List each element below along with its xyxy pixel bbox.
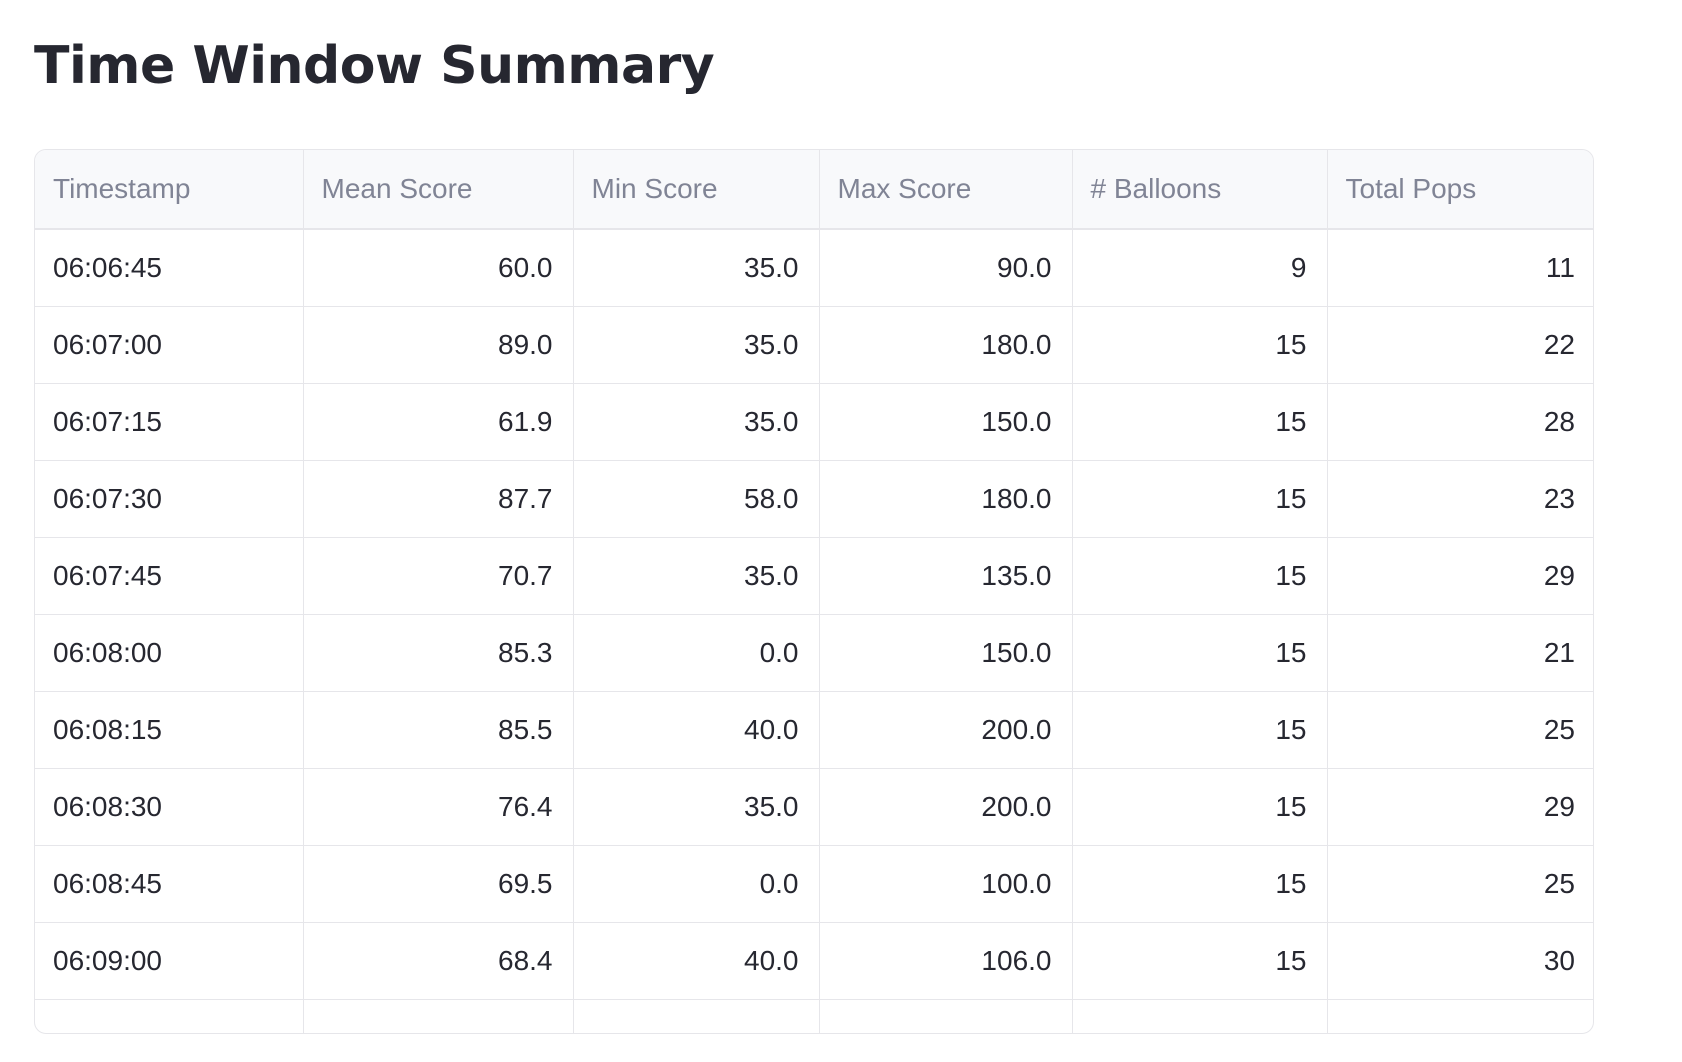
page-title: Time Window Summary bbox=[34, 36, 715, 96]
cell-max-score[interactable]: 150.0 bbox=[819, 383, 1073, 461]
cell-mean-score[interactable]: 89.0 bbox=[303, 306, 574, 384]
cell-min-score[interactable]: 40.0 bbox=[573, 691, 820, 769]
cell-empty bbox=[819, 999, 1073, 1033]
cell-timestamp[interactable]: 06:08:30 bbox=[35, 768, 304, 846]
column-header-timestamp[interactable]: Timestamp bbox=[35, 150, 304, 230]
cell-mean-score[interactable]: 85.3 bbox=[303, 614, 574, 692]
column-header-mean-score[interactable]: Mean Score bbox=[303, 150, 574, 230]
cell-mean-score[interactable]: 85.5 bbox=[303, 691, 574, 769]
cell-empty bbox=[1327, 999, 1593, 1033]
cell-min-score[interactable]: 35.0 bbox=[573, 229, 820, 307]
cell-empty bbox=[573, 999, 820, 1033]
cell-min-score[interactable]: 35.0 bbox=[573, 306, 820, 384]
cell-total-pops[interactable]: 28 bbox=[1327, 383, 1593, 461]
cell-timestamp[interactable]: 06:08:45 bbox=[35, 845, 304, 923]
cell-min-score[interactable]: 35.0 bbox=[573, 537, 820, 615]
cell-balloons[interactable]: 15 bbox=[1072, 768, 1328, 846]
cell-timestamp[interactable]: 06:07:45 bbox=[35, 537, 304, 615]
cell-balloons[interactable]: 15 bbox=[1072, 383, 1328, 461]
cell-mean-score[interactable]: 69.5 bbox=[303, 845, 574, 923]
table-row-partial bbox=[35, 999, 1593, 1033]
cell-balloons[interactable]: 15 bbox=[1072, 922, 1328, 1000]
table-row: 06:07:00 89.0 35.0 180.0 15 22 bbox=[35, 306, 1593, 384]
cell-timestamp[interactable]: 06:09:00 bbox=[35, 922, 304, 1000]
column-header-balloons[interactable]: # Balloons bbox=[1072, 150, 1328, 230]
cell-max-score[interactable]: 106.0 bbox=[819, 922, 1073, 1000]
cell-max-score[interactable]: 150.0 bbox=[819, 614, 1073, 692]
cell-empty bbox=[303, 999, 574, 1033]
cell-timestamp[interactable]: 06:07:00 bbox=[35, 306, 304, 384]
cell-min-score[interactable]: 40.0 bbox=[573, 922, 820, 1000]
cell-balloons[interactable]: 9 bbox=[1072, 229, 1328, 307]
cell-mean-score[interactable]: 68.4 bbox=[303, 922, 574, 1000]
cell-min-score[interactable]: 0.0 bbox=[573, 845, 820, 923]
cell-max-score[interactable]: 100.0 bbox=[819, 845, 1073, 923]
cell-mean-score[interactable]: 60.0 bbox=[303, 229, 574, 307]
table-row: 06:08:15 85.5 40.0 200.0 15 25 bbox=[35, 691, 1593, 769]
cell-min-score[interactable]: 35.0 bbox=[573, 383, 820, 461]
cell-balloons[interactable]: 15 bbox=[1072, 306, 1328, 384]
summary-table[interactable]: Timestamp Mean Score Min Score Max Score… bbox=[34, 149, 1594, 1034]
table-row: 06:07:45 70.7 35.0 135.0 15 29 bbox=[35, 537, 1593, 615]
column-header-min-score[interactable]: Min Score bbox=[573, 150, 820, 230]
cell-balloons[interactable]: 15 bbox=[1072, 845, 1328, 923]
cell-timestamp[interactable]: 06:07:15 bbox=[35, 383, 304, 461]
cell-min-score[interactable]: 35.0 bbox=[573, 768, 820, 846]
cell-total-pops[interactable]: 29 bbox=[1327, 537, 1593, 615]
cell-mean-score[interactable]: 76.4 bbox=[303, 768, 574, 846]
cell-mean-score[interactable]: 70.7 bbox=[303, 537, 574, 615]
cell-total-pops[interactable]: 21 bbox=[1327, 614, 1593, 692]
cell-timestamp[interactable]: 06:06:45 bbox=[35, 229, 304, 307]
table-row: 06:07:30 87.7 58.0 180.0 15 23 bbox=[35, 460, 1593, 538]
cell-balloons[interactable]: 15 bbox=[1072, 537, 1328, 615]
cell-empty bbox=[1072, 999, 1328, 1033]
cell-empty bbox=[35, 999, 304, 1033]
cell-total-pops[interactable]: 25 bbox=[1327, 845, 1593, 923]
column-header-max-score[interactable]: Max Score bbox=[819, 150, 1073, 230]
cell-total-pops[interactable]: 22 bbox=[1327, 306, 1593, 384]
cell-balloons[interactable]: 15 bbox=[1072, 691, 1328, 769]
table-row: 06:06:45 60.0 35.0 90.0 9 11 bbox=[35, 229, 1593, 307]
cell-max-score[interactable]: 90.0 bbox=[819, 229, 1073, 307]
cell-min-score[interactable]: 58.0 bbox=[573, 460, 820, 538]
table-row: 06:08:45 69.5 0.0 100.0 15 25 bbox=[35, 845, 1593, 923]
table-row: 06:08:30 76.4 35.0 200.0 15 29 bbox=[35, 768, 1593, 846]
cell-max-score[interactable]: 135.0 bbox=[819, 537, 1073, 615]
cell-timestamp[interactable]: 06:08:15 bbox=[35, 691, 304, 769]
data-grid: Timestamp Mean Score Min Score Max Score… bbox=[35, 150, 1593, 1033]
cell-balloons[interactable]: 15 bbox=[1072, 460, 1328, 538]
table-row: 06:09:00 68.4 40.0 106.0 15 30 bbox=[35, 922, 1593, 1000]
cell-timestamp[interactable]: 06:07:30 bbox=[35, 460, 304, 538]
cell-mean-score[interactable]: 61.9 bbox=[303, 383, 574, 461]
cell-timestamp[interactable]: 06:08:00 bbox=[35, 614, 304, 692]
cell-max-score[interactable]: 180.0 bbox=[819, 460, 1073, 538]
cell-total-pops[interactable]: 11 bbox=[1327, 229, 1593, 307]
cell-min-score[interactable]: 0.0 bbox=[573, 614, 820, 692]
header-row: Timestamp Mean Score Min Score Max Score… bbox=[35, 150, 1593, 230]
cell-max-score[interactable]: 200.0 bbox=[819, 691, 1073, 769]
cell-total-pops[interactable]: 29 bbox=[1327, 768, 1593, 846]
cell-max-score[interactable]: 200.0 bbox=[819, 768, 1073, 846]
table-row: 06:07:15 61.9 35.0 150.0 15 28 bbox=[35, 383, 1593, 461]
table-row: 06:08:00 85.3 0.0 150.0 15 21 bbox=[35, 614, 1593, 692]
cell-max-score[interactable]: 180.0 bbox=[819, 306, 1073, 384]
cell-total-pops[interactable]: 25 bbox=[1327, 691, 1593, 769]
cell-total-pops[interactable]: 23 bbox=[1327, 460, 1593, 538]
cell-mean-score[interactable]: 87.7 bbox=[303, 460, 574, 538]
cell-balloons[interactable]: 15 bbox=[1072, 614, 1328, 692]
column-header-total-pops[interactable]: Total Pops bbox=[1327, 150, 1593, 230]
cell-total-pops[interactable]: 30 bbox=[1327, 922, 1593, 1000]
